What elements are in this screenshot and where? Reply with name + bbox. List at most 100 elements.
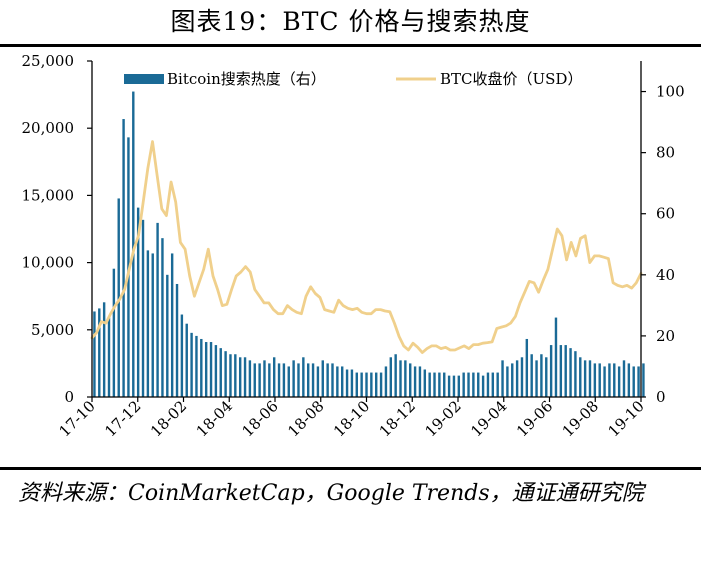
bar bbox=[190, 332, 193, 397]
bar bbox=[642, 363, 645, 397]
bar bbox=[530, 354, 533, 397]
bar bbox=[258, 363, 261, 397]
legend-bar-swatch bbox=[124, 74, 164, 84]
legend: Bitcoin搜索热度（右） BTC收盘价（USD） bbox=[124, 70, 582, 88]
bar bbox=[146, 250, 150, 397]
bar bbox=[617, 366, 621, 397]
bar bbox=[117, 198, 120, 397]
bar bbox=[549, 345, 553, 397]
bar bbox=[394, 354, 397, 397]
bar bbox=[637, 366, 640, 397]
bar bbox=[321, 360, 324, 397]
bar bbox=[554, 317, 558, 397]
bar bbox=[161, 238, 164, 397]
bar bbox=[102, 302, 106, 397]
bar bbox=[511, 363, 514, 397]
x-tick-label: 18-08 bbox=[284, 397, 327, 440]
bar bbox=[462, 372, 465, 397]
bar bbox=[175, 283, 179, 397]
bar bbox=[404, 360, 407, 397]
bar bbox=[234, 354, 237, 397]
legend-bar-label: Bitcoin搜索热度（右） bbox=[167, 70, 326, 88]
bar bbox=[345, 369, 349, 397]
right-tick-label: 0 bbox=[656, 388, 666, 406]
bar bbox=[443, 372, 446, 397]
bar bbox=[472, 372, 475, 397]
bar bbox=[452, 375, 456, 397]
bar bbox=[136, 207, 140, 397]
bar bbox=[413, 366, 417, 397]
bar bbox=[569, 348, 572, 397]
bar bbox=[598, 363, 601, 397]
bar bbox=[447, 375, 451, 397]
bar bbox=[579, 357, 582, 397]
bar bbox=[627, 363, 631, 397]
bar bbox=[180, 314, 184, 397]
bar bbox=[268, 363, 271, 397]
bar bbox=[438, 372, 441, 397]
bar bbox=[481, 375, 485, 397]
bar bbox=[433, 372, 436, 397]
bar bbox=[272, 357, 276, 397]
bar bbox=[243, 357, 247, 397]
left-tick-label: 15,000 bbox=[22, 186, 75, 204]
bar bbox=[195, 335, 198, 397]
bar bbox=[370, 372, 373, 397]
x-tick-label: 19-08 bbox=[559, 397, 602, 440]
bar bbox=[229, 354, 232, 397]
bar bbox=[486, 372, 490, 397]
x-axis-ticks: 17-10 17-12 18-02 18-04 18-06 18-08 18-10 18-12… bbox=[56, 397, 648, 440]
bar bbox=[365, 372, 368, 397]
x-tick-label: 19-10 bbox=[605, 397, 648, 440]
bar bbox=[467, 372, 470, 397]
bar bbox=[277, 363, 281, 397]
bar bbox=[540, 354, 543, 397]
bar bbox=[341, 366, 344, 397]
legend-line-label: BTC收盘价（USD） bbox=[440, 70, 582, 88]
bar bbox=[224, 351, 227, 397]
bar bbox=[379, 372, 383, 397]
bar bbox=[253, 363, 256, 397]
bar bbox=[238, 357, 242, 397]
right-axis-ticks: 0 20 40 60 80 100 bbox=[641, 83, 685, 406]
bar bbox=[355, 372, 358, 397]
bar bbox=[166, 274, 169, 397]
bar bbox=[545, 357, 548, 397]
x-tick-label: 18-02 bbox=[147, 397, 190, 440]
bar bbox=[384, 366, 388, 397]
bar bbox=[574, 351, 577, 397]
x-tick-label: 19-04 bbox=[467, 397, 510, 440]
bar bbox=[336, 366, 339, 397]
bar bbox=[112, 268, 116, 397]
bar bbox=[506, 366, 509, 397]
bar bbox=[360, 372, 363, 397]
bar bbox=[428, 372, 431, 397]
bar bbox=[375, 372, 378, 397]
bar bbox=[389, 357, 392, 397]
bar bbox=[292, 360, 295, 397]
bar bbox=[564, 345, 567, 397]
bar bbox=[525, 338, 529, 397]
right-tick-label: 100 bbox=[656, 83, 685, 101]
left-tick-label: 5,000 bbox=[31, 321, 74, 339]
bar bbox=[515, 360, 519, 397]
bar bbox=[122, 119, 125, 397]
bar bbox=[209, 342, 213, 397]
left-tick-label: 20,000 bbox=[22, 119, 75, 137]
bar bbox=[588, 360, 592, 397]
left-tick-label: 25,000 bbox=[22, 52, 75, 70]
bar bbox=[399, 360, 402, 397]
right-tick-label: 60 bbox=[656, 205, 675, 223]
price-line bbox=[90, 140, 643, 355]
bar bbox=[593, 363, 597, 397]
bar bbox=[93, 311, 96, 397]
left-tick-label: 0 bbox=[64, 388, 74, 406]
bar bbox=[477, 372, 480, 397]
right-tick-label: 80 bbox=[656, 144, 675, 162]
bar bbox=[316, 366, 320, 397]
x-tick-label: 19-02 bbox=[422, 397, 465, 440]
bar bbox=[457, 375, 461, 397]
bar bbox=[520, 357, 524, 397]
right-tick-label: 20 bbox=[656, 327, 675, 345]
x-tick-label: 17-10 bbox=[56, 397, 99, 440]
